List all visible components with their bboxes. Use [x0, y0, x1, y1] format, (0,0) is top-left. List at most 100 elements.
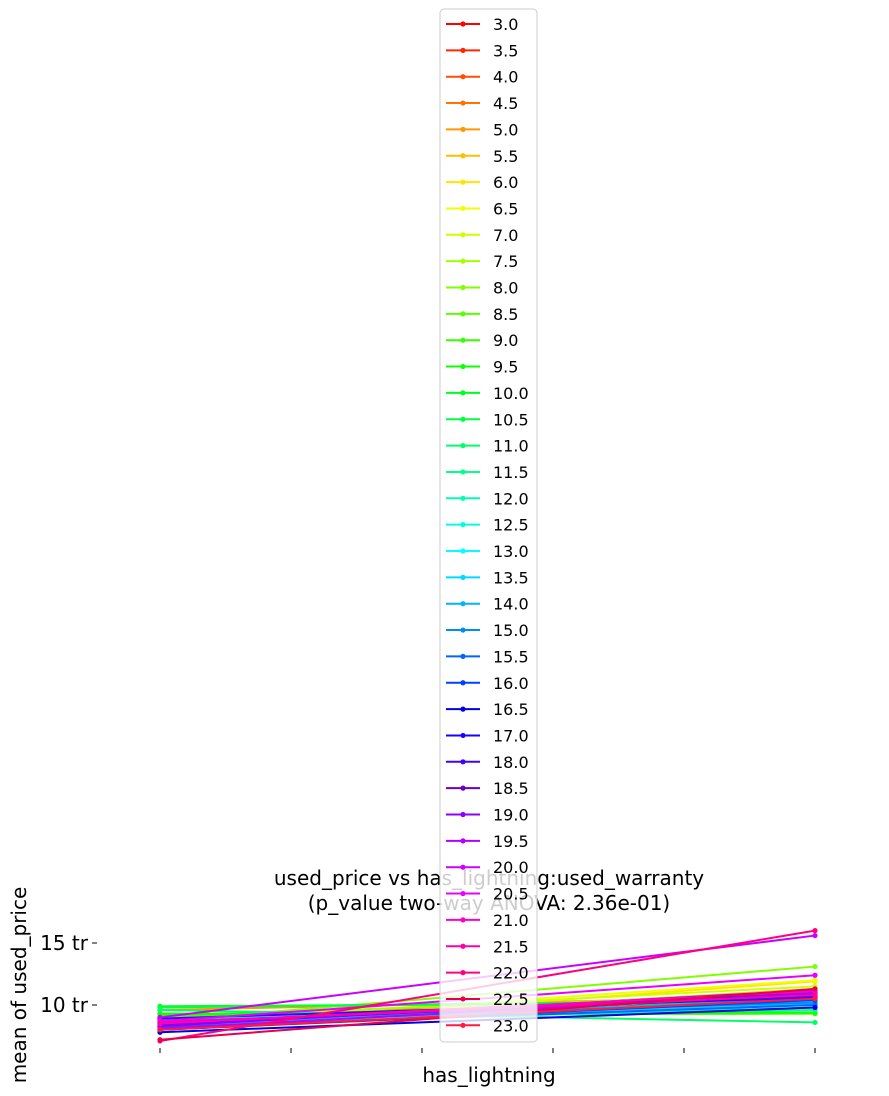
legend-label: 15.5 — [493, 647, 529, 666]
data-point — [157, 1037, 163, 1043]
legend-swatch-marker — [460, 337, 466, 343]
legend-label: 7.5 — [493, 252, 518, 271]
legend-item: 19.5 — [446, 832, 529, 851]
legend-item: 17.0 — [446, 726, 529, 745]
legend-item: 12.0 — [446, 489, 529, 508]
legend-item: 21.0 — [446, 911, 529, 930]
y-axis-label: mean of used_price — [7, 887, 31, 1084]
legend-item: 12.5 — [446, 516, 529, 535]
legend-label: 7.0 — [493, 226, 518, 245]
legend-item: 22.5 — [446, 990, 529, 1009]
legend-swatch-marker — [460, 811, 466, 818]
legend-item: 13.0 — [446, 542, 529, 561]
legend-item: 5.5 — [446, 147, 518, 166]
legend-swatch-marker — [460, 601, 466, 607]
legend-swatch-marker — [460, 759, 466, 765]
legend-label: 23.0 — [493, 1016, 529, 1035]
legend-swatch-marker — [460, 495, 466, 501]
legend-label: 3.0 — [493, 15, 518, 34]
legend-item: 18.5 — [446, 779, 529, 798]
data-point — [812, 977, 818, 983]
legend-swatch-marker — [460, 970, 466, 976]
data-point — [157, 1011, 163, 1017]
legend-label: 19.5 — [493, 832, 529, 851]
legend-item: 7.0 — [446, 226, 518, 245]
legend-swatch-marker — [460, 232, 466, 238]
legend-swatch-marker — [460, 996, 466, 1002]
legend-item: 10.0 — [446, 384, 529, 403]
legend-label: 6.0 — [493, 173, 518, 192]
legend-swatch-marker — [460, 284, 466, 291]
data-point — [812, 996, 818, 1002]
legend-item: 7.5 — [446, 252, 518, 271]
data-point — [157, 1007, 163, 1013]
data-point — [157, 1014, 163, 1021]
legend-swatch-marker — [460, 522, 466, 528]
legend-frame — [439, 8, 538, 1043]
legend-swatch-marker — [460, 390, 466, 396]
legend-item: 8.0 — [446, 279, 518, 298]
legend-swatch-marker — [460, 416, 466, 422]
legend: 3.0 3.5 4.0 4.5 5.0 5.5 6.0 6.5 7.0 7.5 8.0 8.5 9.0 9… — [439, 8, 538, 1043]
legend-label: 22.0 — [493, 964, 529, 983]
legend-item: 18.0 — [446, 753, 529, 772]
legend-swatch-marker — [460, 627, 466, 633]
legend-label: 17.0 — [493, 726, 529, 745]
legend-swatch-marker — [460, 574, 466, 580]
legend-item: 22.0 — [446, 964, 529, 983]
legend-label: 18.0 — [493, 753, 529, 772]
legend-label: 13.0 — [493, 542, 529, 561]
legend-label: 4.0 — [493, 68, 518, 87]
legend-swatch-marker — [460, 890, 466, 897]
legend-label: 10.5 — [493, 410, 529, 429]
legend-item: 5.0 — [446, 120, 518, 139]
legend-item: 23.0 — [446, 1016, 529, 1035]
data-point — [812, 963, 818, 970]
legend-item: 21.5 — [446, 937, 529, 956]
legend-label: 15.0 — [493, 621, 529, 640]
legend-item: 16.5 — [446, 700, 529, 719]
legend-swatch-marker — [460, 469, 466, 475]
legend-label: 20.5 — [493, 885, 529, 904]
legend-label: 13.5 — [493, 568, 529, 587]
legend-label: 10.0 — [493, 384, 529, 403]
legend-swatch-marker — [460, 864, 466, 870]
legend-swatch-marker — [460, 548, 466, 554]
legend-swatch-marker — [460, 653, 466, 660]
data-point — [812, 1019, 818, 1025]
legend-swatch-marker — [460, 258, 466, 264]
legend-swatch-marker — [460, 917, 466, 923]
legend-item: 15.0 — [446, 621, 529, 640]
data-point — [157, 1027, 163, 1033]
legend-label: 4.5 — [493, 94, 518, 113]
legend-swatch-marker — [460, 943, 466, 949]
legend-item: 3.5 — [446, 41, 518, 60]
legend-swatch-marker — [460, 47, 466, 53]
legend-label: 9.0 — [493, 331, 518, 350]
legend-swatch-marker — [460, 363, 466, 370]
legend-item: 20.0 — [446, 858, 529, 877]
legend-swatch-marker — [460, 205, 466, 212]
legend-label: 9.5 — [493, 358, 518, 377]
legend-label: 5.5 — [493, 147, 518, 166]
legend-item: 20.5 — [446, 885, 529, 904]
data-point — [812, 932, 818, 939]
legend-label: 5.0 — [493, 120, 518, 139]
legend-swatch-marker — [460, 153, 466, 159]
data-point — [812, 992, 818, 998]
y-axis: 10 tr 15 tr — [40, 931, 97, 1017]
legend-label: 8.5 — [493, 305, 518, 324]
legend-label: 18.5 — [493, 779, 529, 798]
legend-item: 6.5 — [446, 199, 518, 218]
legend-swatch-marker — [460, 443, 466, 449]
legend-label: 8.0 — [493, 279, 518, 298]
legend-swatch-marker — [460, 706, 466, 712]
data-point — [812, 972, 818, 978]
legend-label: 12.5 — [493, 516, 529, 535]
legend-swatch-marker — [460, 311, 466, 317]
x-axis — [159, 1048, 816, 1053]
legend-swatch-marker — [460, 1022, 466, 1028]
legend-swatch-marker — [460, 126, 466, 132]
legend-swatch-marker — [460, 732, 466, 739]
